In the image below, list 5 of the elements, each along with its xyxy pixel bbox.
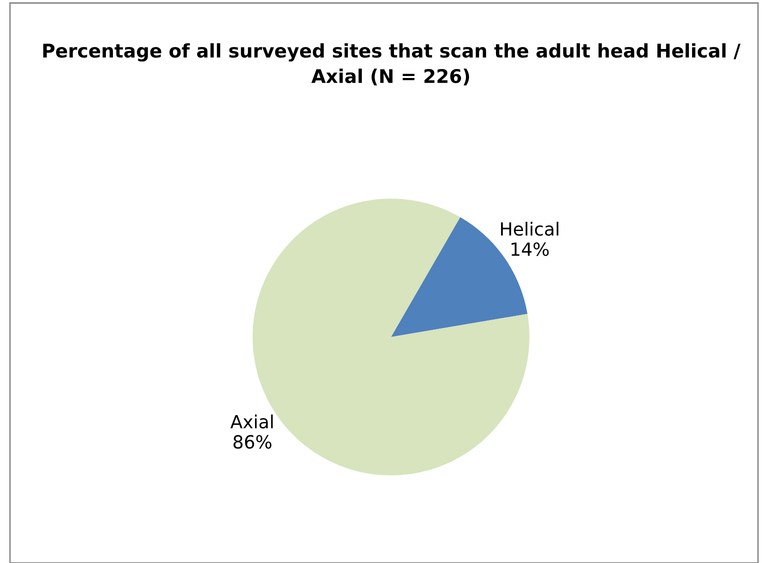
data-label: 14% (512, 242, 549, 256)
chart-title: Percentage of all surveyed sites that scan the adult head Helical / Axial (N = 226) (43, 43, 740, 86)
data-label: 86% (234, 435, 272, 449)
slice-label: Helical (501, 222, 558, 236)
slice-label: Axial (230, 414, 273, 428)
